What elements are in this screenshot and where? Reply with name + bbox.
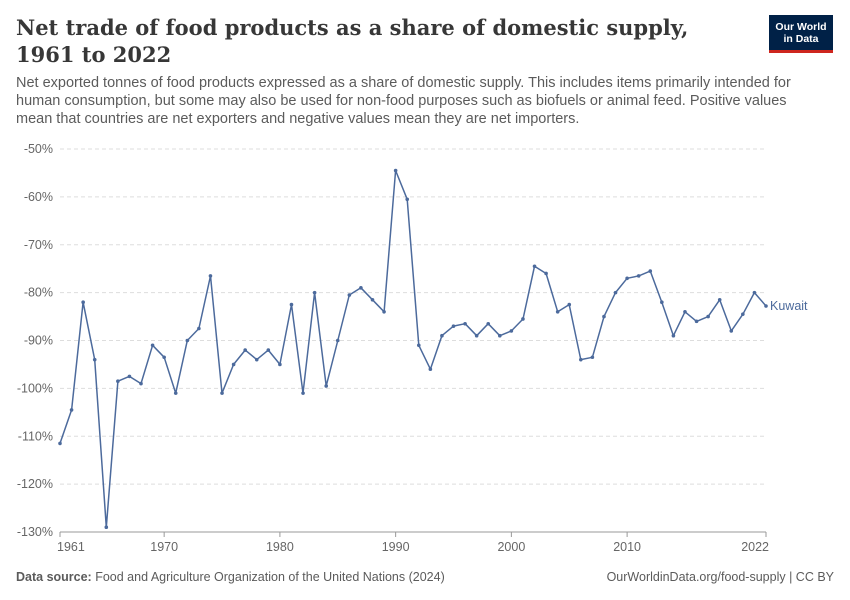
y-tick-label: -110% [18,429,53,443]
data-point[interactable] [613,290,618,295]
data-point[interactable] [231,362,236,367]
data-source-text[interactable]: Food and Agriculture Organization of the… [95,570,445,584]
data-point[interactable] [706,314,710,319]
data-point[interactable] [312,290,317,295]
y-tick-label: -80% [24,286,53,300]
data-point[interactable] [359,286,363,290]
data-point[interactable] [405,197,410,202]
data-point[interactable] [567,302,572,307]
series-line[interactable] [59,169,767,528]
data-point[interactable] [58,441,62,446]
data-point[interactable] [382,309,386,314]
data-point[interactable] [498,333,502,338]
data-point[interactable] [266,348,271,352]
data-point[interactable] [243,348,247,352]
data-point[interactable] [741,312,745,316]
data-point[interactable] [162,355,166,360]
y-tick-label: -120% [17,477,53,491]
data-point[interactable] [625,276,629,281]
data-point[interactable] [694,319,699,324]
y-tick-label: -60% [24,190,53,204]
data-point[interactable] [92,357,97,362]
data-point[interactable] [555,309,560,314]
data-point[interactable] [440,333,444,338]
data-source-label: Data source: [16,570,92,584]
series-label[interactable]: Kuwait [770,299,808,313]
data-point[interactable] [393,168,398,173]
data-point[interactable] [139,381,143,386]
data-source: Data source: Food and Agriculture Organi… [16,570,445,584]
logo-line-2: in Data [783,32,819,45]
data-point[interactable] [602,314,606,319]
data-point[interactable] [752,290,757,295]
y-tick-label: -90% [24,334,53,348]
data-point[interactable] [220,391,224,395]
x-tick-label: 2010 [613,540,641,554]
y-tick-label: -50% [24,142,53,156]
y-tick-label: -130% [17,525,53,539]
data-point[interactable] [208,274,213,278]
chart-subtitle: Net exported tonnes of food products exp… [16,75,791,127]
series-layer: Kuwait [58,168,808,530]
footer-credit[interactable]: OurWorldinData.org/food-supply | CC BY [606,570,834,584]
data-point[interactable] [69,408,74,412]
data-point[interactable] [185,338,190,343]
x-tick-label: 1970 [150,540,178,554]
data-point[interactable] [648,269,653,273]
data-point[interactable] [660,300,664,305]
x-tick-label: 1990 [382,540,410,554]
data-point[interactable] [347,293,352,297]
data-point[interactable] [81,300,85,305]
data-point[interactable] [370,298,375,302]
data-point[interactable] [532,264,537,269]
data-point[interactable] [636,274,641,278]
y-tick-label: -100% [17,381,53,395]
data-point[interactable] [509,329,514,333]
data-point[interactable] [428,367,433,372]
data-point[interactable] [474,333,479,338]
owid-logo[interactable]: Our World in Data [769,15,833,53]
logo-line-1: Our World [775,20,827,33]
data-point[interactable] [116,379,120,383]
data-point[interactable] [463,321,467,326]
data-point[interactable] [671,333,676,338]
data-point[interactable] [486,321,491,326]
data-point[interactable] [197,326,201,331]
data-point[interactable] [289,302,294,307]
data-point[interactable] [544,271,548,276]
y-tick-label: -70% [24,238,53,252]
x-tick-label: 1961 [57,540,85,554]
data-point[interactable] [127,374,132,379]
data-point[interactable] [335,338,340,343]
data-point[interactable] [416,343,421,348]
x-tick-label: 2000 [497,540,525,554]
data-point[interactable] [764,304,768,308]
x-tick-label: 1980 [266,540,294,554]
data-point[interactable] [150,343,155,348]
data-point[interactable] [521,317,525,321]
data-point[interactable] [173,391,178,395]
data-point[interactable] [579,357,583,362]
data-point[interactable] [278,362,282,367]
data-point[interactable] [254,357,259,362]
data-point[interactable] [683,309,687,314]
data-point[interactable] [324,384,328,388]
data-point[interactable] [590,355,595,360]
data-point[interactable] [451,324,456,328]
grid-lines [60,148,766,485]
data-point[interactable] [729,329,734,333]
y-axis-tick-labels: -130% -120% -110% -100% -90% -80% -70% -60% -50% [17,142,53,539]
x-tick-label: 2022 [741,540,769,554]
data-point[interactable] [104,525,109,530]
chart-title: Net trade of food products as a share of… [16,15,689,67]
data-point[interactable] [717,298,722,302]
data-point[interactable] [301,391,305,395]
x-axis-tick-labels: 1961 1970 1980 1990 2000 2010 2022 [57,540,769,554]
x-axis [59,531,767,537]
